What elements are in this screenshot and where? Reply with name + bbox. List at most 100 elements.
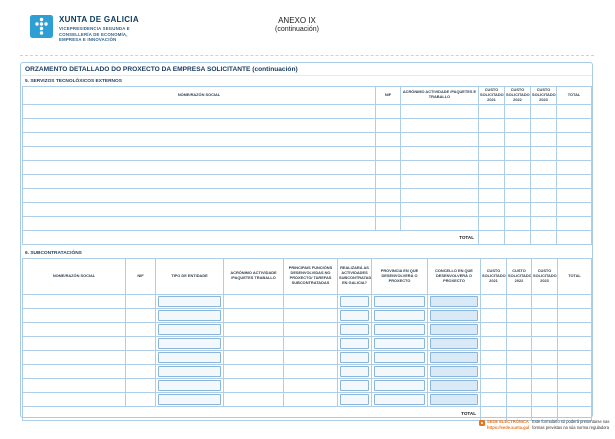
input-cell[interactable] (504, 117, 531, 133)
input-cell[interactable] (504, 145, 531, 161)
input-cell[interactable] (530, 103, 557, 119)
input-cell[interactable] (22, 131, 376, 147)
input-cell[interactable] (22, 117, 376, 133)
input-cell[interactable] (22, 321, 126, 337)
select-field[interactable] (374, 295, 425, 307)
input-cell[interactable] (22, 377, 126, 393)
input-cell[interactable] (400, 215, 479, 231)
input-cell[interactable] (556, 145, 592, 161)
select-field[interactable] (374, 323, 425, 335)
select-field[interactable] (430, 379, 478, 391)
input-cell[interactable] (478, 145, 505, 161)
input-cell[interactable] (557, 377, 592, 393)
input-cell[interactable] (556, 215, 592, 231)
input-cell[interactable] (531, 349, 558, 365)
sede-url-link[interactable]: https://sede.xunta.gal (487, 425, 530, 430)
input-cell[interactable] (506, 293, 532, 309)
input-cell[interactable] (283, 321, 338, 337)
select-field[interactable] (158, 323, 221, 335)
input-cell[interactable] (478, 187, 505, 203)
input-cell[interactable] (22, 293, 126, 309)
input-cell[interactable] (125, 391, 156, 407)
input-cell[interactable] (283, 377, 338, 393)
input-cell[interactable] (504, 201, 531, 217)
select-field[interactable] (158, 295, 221, 307)
select-field[interactable] (374, 379, 425, 391)
input-cell[interactable] (557, 293, 592, 309)
input-cell[interactable] (22, 145, 376, 161)
input-cell[interactable] (283, 307, 338, 323)
input-cell[interactable] (504, 131, 531, 147)
input-cell[interactable] (531, 307, 558, 323)
select-field[interactable] (340, 309, 369, 321)
input-cell[interactable] (480, 321, 507, 337)
input-cell[interactable] (556, 173, 592, 189)
input-cell[interactable] (506, 335, 532, 351)
input-cell[interactable] (531, 293, 558, 309)
input-cell[interactable] (506, 307, 532, 323)
input-cell[interactable] (223, 307, 284, 323)
select-field[interactable] (374, 393, 425, 405)
input-cell[interactable] (556, 201, 592, 217)
input-cell[interactable] (400, 145, 479, 161)
input-cell[interactable] (530, 159, 557, 175)
input-cell[interactable] (22, 187, 376, 203)
total-sum-cell[interactable] (556, 229, 592, 245)
input-cell[interactable] (480, 293, 507, 309)
input-cell[interactable] (531, 321, 558, 337)
input-cell[interactable] (506, 377, 532, 393)
input-cell[interactable] (530, 215, 557, 231)
select-field[interactable] (374, 337, 425, 349)
select-field[interactable] (340, 365, 369, 377)
input-cell[interactable] (223, 391, 284, 407)
input-cell[interactable] (125, 321, 156, 337)
select-field[interactable] (158, 337, 221, 349)
input-cell[interactable] (478, 215, 505, 231)
input-cell[interactable] (375, 201, 401, 217)
input-cell[interactable] (480, 307, 507, 323)
input-cell[interactable] (506, 321, 532, 337)
input-cell[interactable] (478, 131, 505, 147)
input-cell[interactable] (556, 103, 592, 119)
input-cell[interactable] (478, 103, 505, 119)
select-field[interactable] (430, 309, 478, 321)
select-field[interactable] (430, 365, 478, 377)
input-cell[interactable] (480, 349, 507, 365)
input-cell[interactable] (375, 145, 401, 161)
select-field[interactable] (374, 365, 425, 377)
input-cell[interactable] (375, 131, 401, 147)
input-cell[interactable] (375, 187, 401, 203)
select-field[interactable] (430, 351, 478, 363)
input-cell[interactable] (556, 131, 592, 147)
select-field[interactable] (430, 295, 478, 307)
select-field[interactable] (158, 351, 221, 363)
select-field[interactable] (340, 379, 369, 391)
input-cell[interactable] (22, 173, 376, 189)
input-cell[interactable] (504, 173, 531, 189)
select-field[interactable] (430, 393, 478, 405)
select-field[interactable] (430, 323, 478, 335)
select-field[interactable] (340, 323, 369, 335)
input-cell[interactable] (125, 377, 156, 393)
input-cell[interactable] (530, 145, 557, 161)
total-custo-2022-cell[interactable] (504, 229, 531, 245)
input-cell[interactable] (506, 391, 532, 407)
input-cell[interactable] (375, 159, 401, 175)
input-cell[interactable] (125, 293, 156, 309)
input-cell[interactable] (480, 363, 507, 379)
select-field[interactable] (158, 309, 221, 321)
input-cell[interactable] (400, 117, 479, 133)
total-custo-2021-cell[interactable] (478, 229, 505, 245)
input-cell[interactable] (557, 349, 592, 365)
input-cell[interactable] (530, 117, 557, 133)
select-field[interactable] (340, 337, 369, 349)
input-cell[interactable] (125, 363, 156, 379)
select-field[interactable] (374, 309, 425, 321)
input-cell[interactable] (478, 159, 505, 175)
input-cell[interactable] (531, 391, 558, 407)
select-field[interactable] (430, 337, 478, 349)
input-cell[interactable] (223, 293, 284, 309)
input-cell[interactable] (400, 201, 479, 217)
input-cell[interactable] (223, 377, 284, 393)
input-cell[interactable] (480, 377, 507, 393)
